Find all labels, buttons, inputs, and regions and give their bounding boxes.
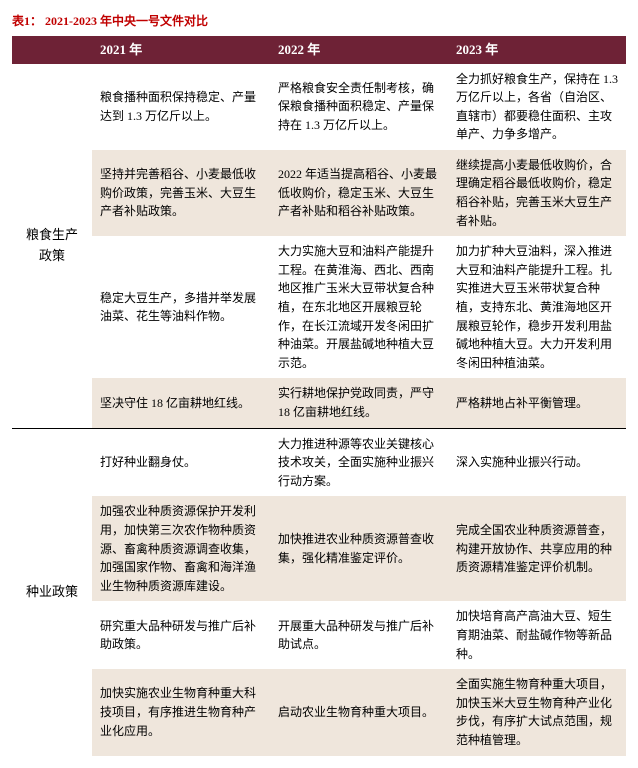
cell: 2022 年适当提高稻谷、小麦最低收购价，稳定玉米、大豆生产者补贴和稻谷补贴政策…: [270, 150, 448, 236]
cell: 粮食播种面积保持稳定、产量达到 1.3 万亿斤以上。: [92, 64, 270, 150]
table-row: 稳定大豆生产，多措并举发展油菜、花生等油料作物。大力实施大豆和油料产能提升工程。…: [12, 236, 626, 378]
cell: 坚决守住 18 亿亩耕地红线。: [92, 378, 270, 428]
table-row: 种业政策打好种业翻身仗。大力推进种源等农业关键核心技术攻关，全面实施种业振兴行动…: [12, 429, 626, 497]
cell: 继续提高小麦最低收购价，合理确定稻谷最低收购价，稳定稻谷补贴，完善玉米大豆生产者…: [448, 150, 626, 236]
comparison-table: 2021 年2022 年2023 年 粮食生产政策粮食播种面积保持稳定、产量达到…: [12, 36, 626, 756]
cell: 实行耕地保护党政同责，严守 18 亿亩耕地红线。: [270, 378, 448, 428]
cell: 打好种业翻身仗。: [92, 429, 270, 497]
cell: 大力推进种源等农业关键核心技术攻关，全面实施种业振兴行动方案。: [270, 429, 448, 497]
table-row: 研究重大品种研发与推广后补助政策。开展重大品种研发与推广后补助试点。加快培育高产…: [12, 601, 626, 669]
cell: 全面实施生物育种重大项目，加快玉米大豆生物育种产业化步伐，有序扩大试点范围，规范…: [448, 669, 626, 755]
table-title: 表1： 2021-2023 年中央一号文件对比: [12, 12, 626, 30]
cell: 稳定大豆生产，多措并举发展油菜、花生等油料作物。: [92, 236, 270, 378]
header-year: 2023 年: [448, 36, 626, 64]
header-category: [12, 36, 92, 64]
table-row: 坚决守住 18 亿亩耕地红线。实行耕地保护党政同责，严守 18 亿亩耕地红线。严…: [12, 378, 626, 428]
cell: 坚持并完善稻谷、小麦最低收购价政策，完善玉米、大豆生产者补贴政策。: [92, 150, 270, 236]
cell: 开展重大品种研发与推广后补助试点。: [270, 601, 448, 669]
cell: 深入实施种业振兴行动。: [448, 429, 626, 497]
table-header-row: 2021 年2022 年2023 年: [12, 36, 626, 64]
cell: 严格耕地占补平衡管理。: [448, 378, 626, 428]
cell: 严格粮食安全责任制考核，确保粮食播种面积稳定、产量保持在 1.3 万亿斤以上。: [270, 64, 448, 150]
cell: 加强农业种质资源保护开发利用，加快第三次农作物种质资源、畜禽种质资源调查收集，加…: [92, 496, 270, 601]
table-row: 加快实施农业生物育种重大科技项目，有序推进生物育种产业化应用。启动农业生物育种重…: [12, 669, 626, 755]
header-year: 2021 年: [92, 36, 270, 64]
cell: 研究重大品种研发与推广后补助政策。: [92, 601, 270, 669]
header-year: 2022 年: [270, 36, 448, 64]
cell: 加快培育高产高油大豆、短生育期油菜、耐盐碱作物等新品种。: [448, 601, 626, 669]
cell: 加快推进农业种质资源普查收集，强化精准鉴定评价。: [270, 496, 448, 601]
cell: 完成全国农业种质资源普查，构建开放协作、共享应用的种质资源精准鉴定评价机制。: [448, 496, 626, 601]
table-row: 坚持并完善稻谷、小麦最低收购价政策，完善玉米、大豆生产者补贴政策。2022 年适…: [12, 150, 626, 236]
cell: 启动农业生物育种重大项目。: [270, 669, 448, 755]
cell: 加快实施农业生物育种重大科技项目，有序推进生物育种产业化应用。: [92, 669, 270, 755]
category-cell: 粮食生产政策: [12, 64, 92, 429]
category-cell: 种业政策: [12, 429, 92, 756]
table-row: 粮食生产政策粮食播种面积保持稳定、产量达到 1.3 万亿斤以上。严格粮食安全责任…: [12, 64, 626, 150]
cell: 全力抓好粮食生产，保持在 1.3 万亿斤以上，各省（自治区、直辖市）都要稳住面积…: [448, 64, 626, 150]
table-row: 加强农业种质资源保护开发利用，加快第三次农作物种质资源、畜禽种质资源调查收集，加…: [12, 496, 626, 601]
cell: 加力扩种大豆油料，深入推进大豆和油料产能提升工程。扎实推进大豆玉米带状复合种植，…: [448, 236, 626, 378]
table-body: 粮食生产政策粮食播种面积保持稳定、产量达到 1.3 万亿斤以上。严格粮食安全责任…: [12, 64, 626, 756]
cell: 大力实施大豆和油料产能提升工程。在黄淮海、西北、西南地区推广玉米大豆带状复合种植…: [270, 236, 448, 378]
